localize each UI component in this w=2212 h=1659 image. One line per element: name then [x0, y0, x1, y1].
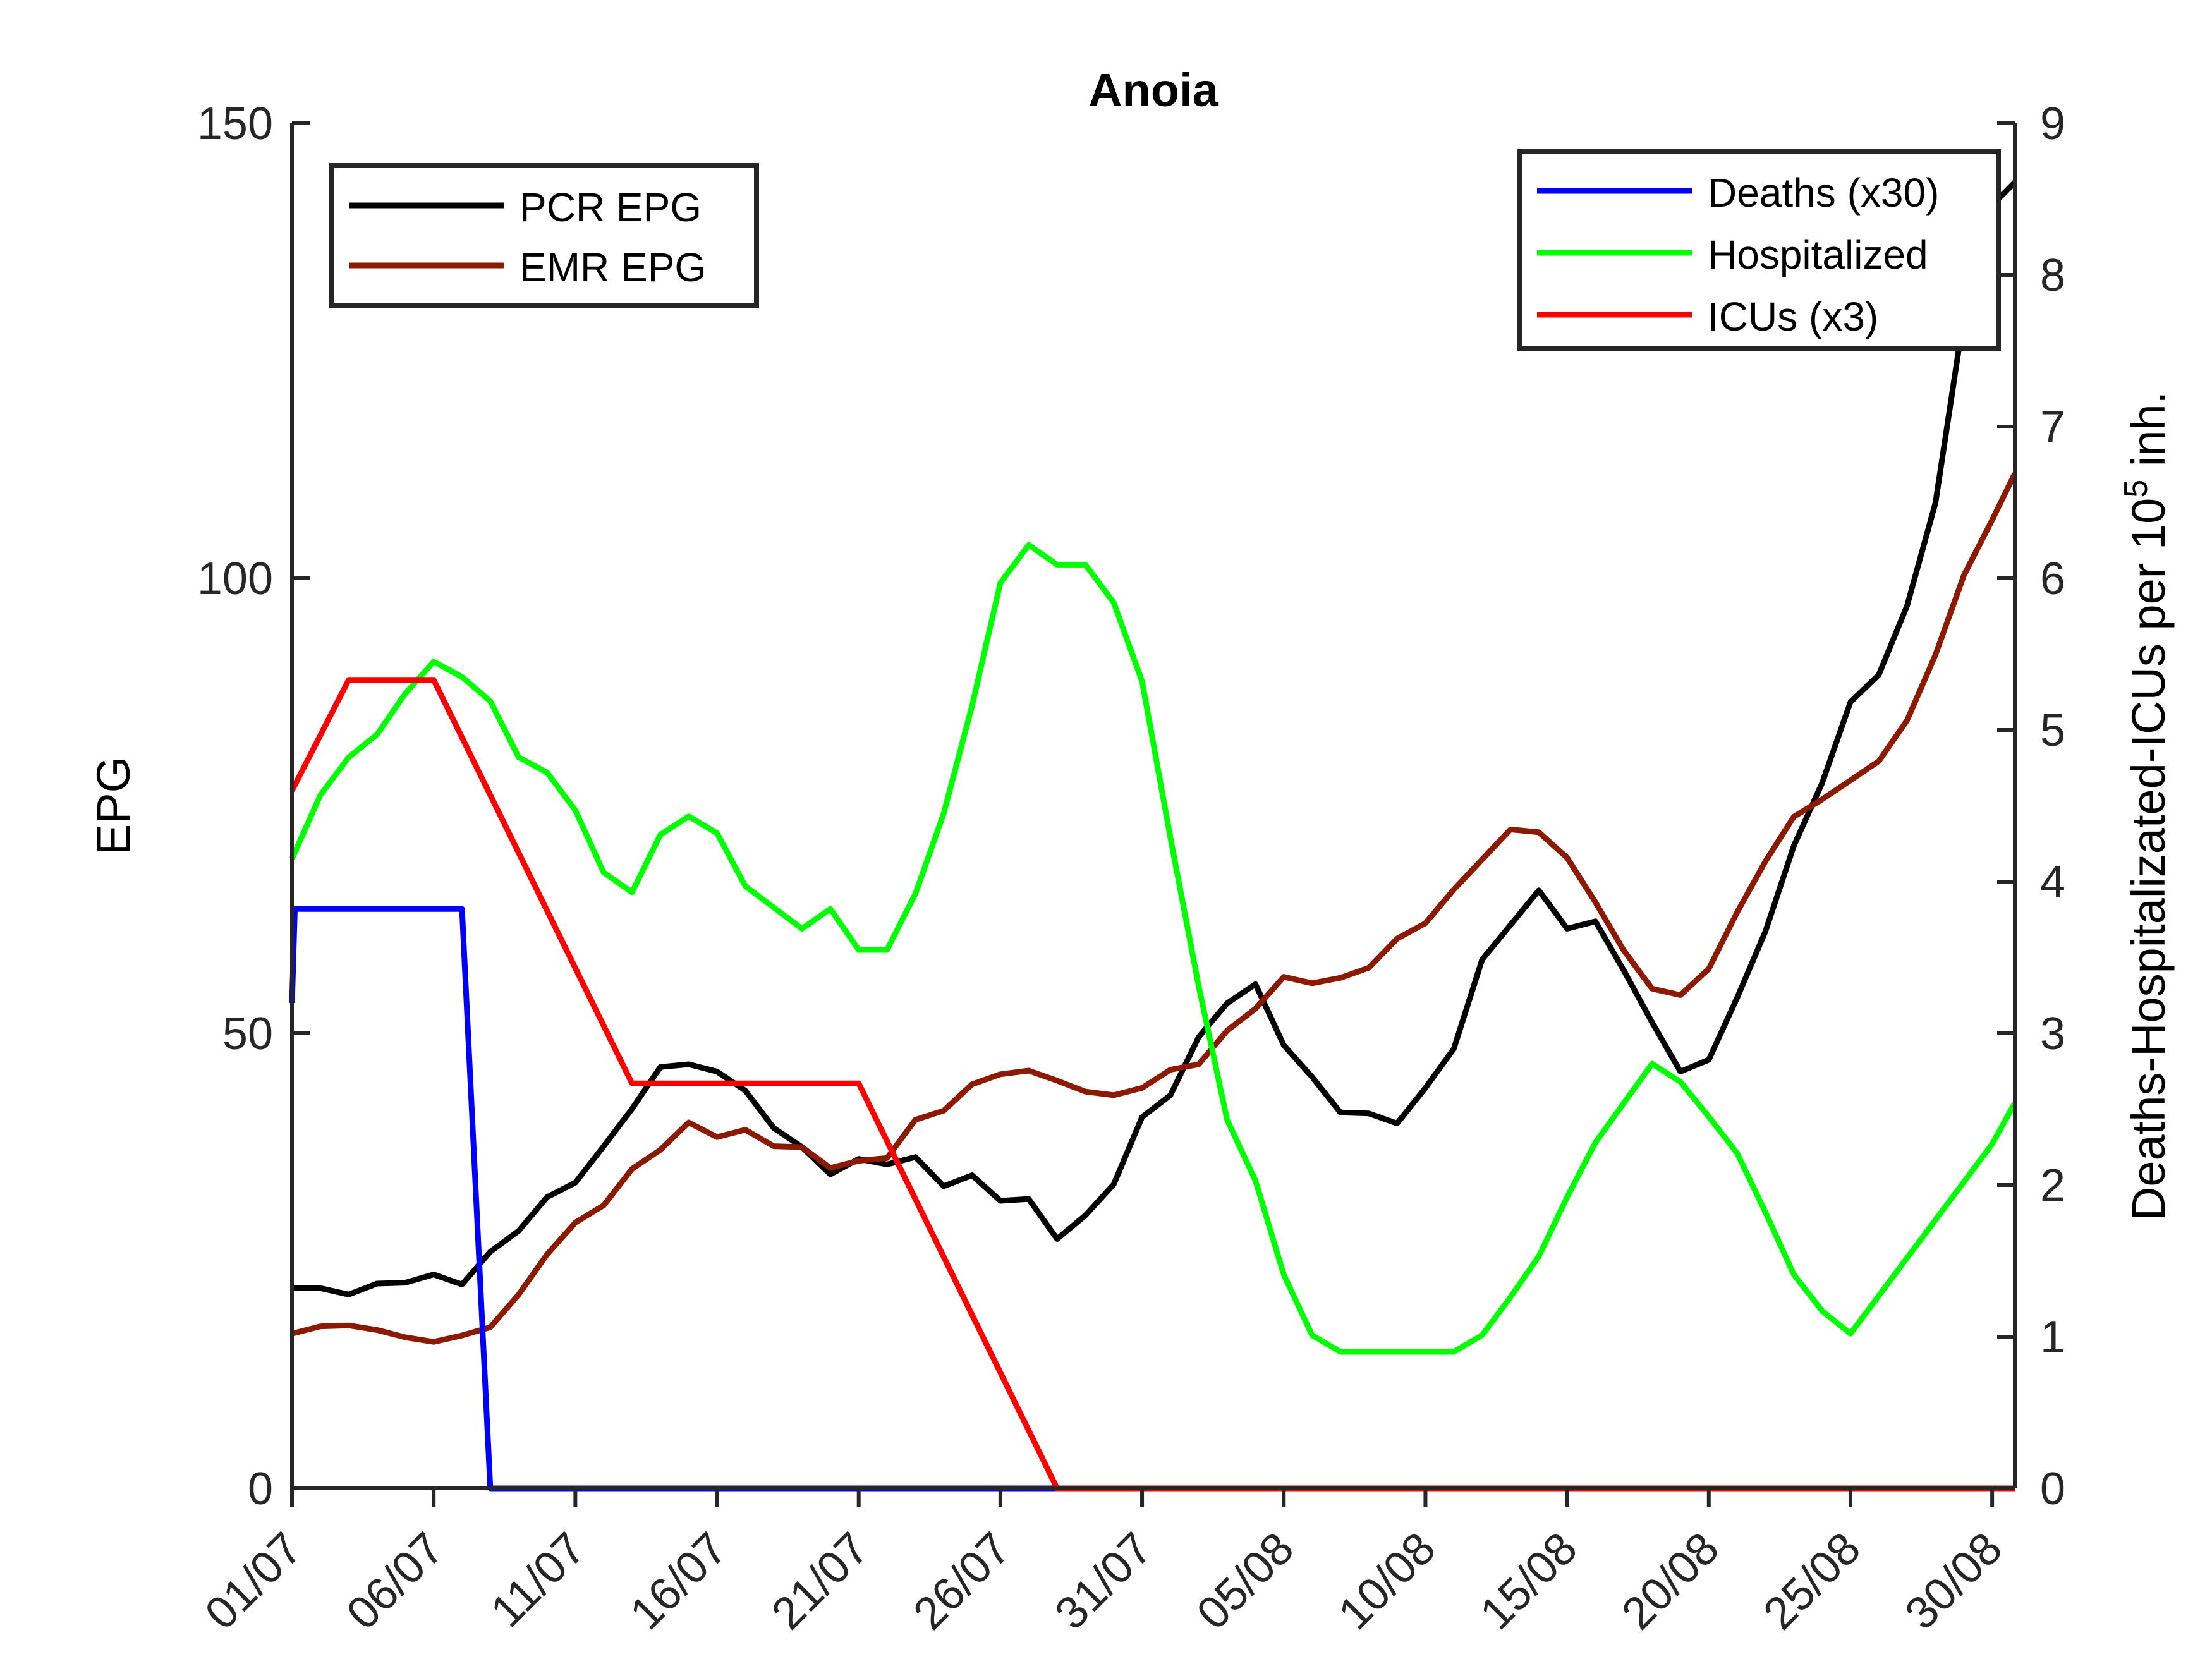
right-y-tick-label: 2	[2040, 1160, 2065, 1211]
legend-deaths-label: Deaths (x30)	[1708, 170, 1939, 216]
legend-pcr-label: PCR EPG	[520, 185, 702, 230]
right-y-tick-label: 6	[2040, 554, 2065, 604]
legend-left: PCR EPG EMR EPG	[329, 163, 759, 308]
right-y-tick-label: 3	[2040, 1009, 2065, 1059]
legend-emr-label: EMR EPG	[520, 245, 706, 290]
right-y-tick-label: 1	[2040, 1312, 2065, 1363]
right-y-tick-label: 7	[2040, 402, 2065, 453]
left-y-tick-label: 150	[197, 99, 273, 149]
legend-hospitalized-label: Hospitalized	[1708, 232, 1928, 277]
left-y-tick-label: 0	[248, 1464, 273, 1514]
series-line-hospitalized	[289, 542, 2017, 1355]
right-axis-ticks: 0 1 2 3 4 5 6 7 8 9	[1997, 99, 2065, 1514]
right-y-tick-label: 0	[2040, 1464, 2065, 1514]
legend-left-box	[329, 163, 759, 308]
legend-icus-label: ICUs (x3)	[1708, 294, 1878, 339]
right-y-tick-label: 8	[2040, 250, 2065, 301]
left-axis-title: EPG	[87, 757, 140, 855]
left-y-tick-label: 100	[197, 554, 273, 604]
right-y-tick-label: 9	[2040, 99, 2065, 149]
series-line-pcr-epg	[292, 180, 2017, 1297]
right-y-tick-label: 5	[2040, 705, 2065, 756]
left-y-tick-label: 50	[222, 1009, 273, 1059]
right-axis-title: Deaths-Hospitalizated-ICUs per 105 inh.	[2118, 391, 2175, 1220]
series-line-emr-epg	[291, 472, 2018, 1345]
legend-right: Deaths (x30) Hospitalized ICUs (x3)	[1517, 149, 2001, 351]
right-y-tick-label: 4	[2040, 857, 2065, 908]
chart-title: Anoia	[1088, 64, 1218, 116]
